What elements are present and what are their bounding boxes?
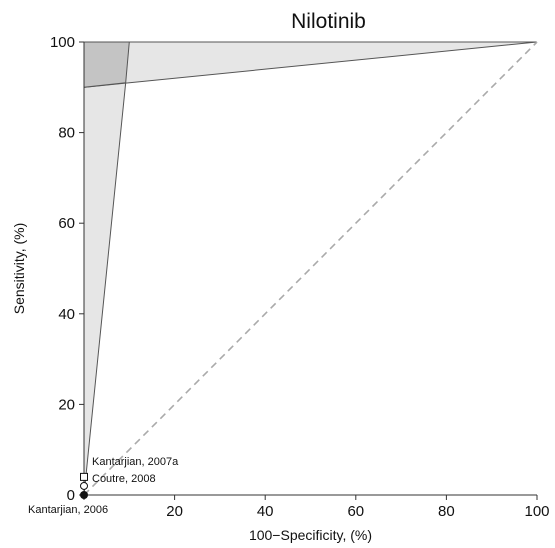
x-tick-label: 80: [438, 503, 455, 520]
filled-circle-marker: [80, 491, 88, 499]
y-tick-label: 40: [58, 306, 75, 323]
y-tick-label: 60: [58, 215, 75, 232]
light-region-top: [83, 41, 538, 88]
chance-diagonal-line: [83, 41, 538, 496]
x-axis-title: 100−Specificity, (%): [249, 527, 372, 543]
square-marker: [80, 472, 88, 481]
study-points: Kantarjian, 2007a Coutre, 2008 Kantarjian,…: [28, 456, 179, 516]
point-label: Kantarjian, 2007a: [92, 456, 179, 468]
x-axis-ticks: 20 40 60 80 100: [83, 495, 550, 520]
open-circle-marker: [80, 481, 88, 490]
x-tick-label: 40: [257, 503, 274, 520]
dark-overlap: [83, 41, 130, 88]
x-tick-label: 20: [166, 503, 183, 520]
chart-title: Nilotinib: [291, 10, 366, 33]
x-tick-label: 100: [524, 503, 549, 520]
y-tick-label: 20: [58, 396, 75, 413]
point-label: Coutre, 2008: [92, 473, 156, 485]
point-label: Kantarjian, 2006: [28, 504, 108, 516]
y-axis-title: Sensitivity, (%): [11, 223, 27, 315]
confidence-regions: [83, 41, 538, 496]
y-tick-label: 100: [50, 34, 75, 51]
y-axis-ticks: 0 20 40 60 80 100: [50, 34, 84, 504]
light-region-left: [83, 41, 130, 496]
y-tick-label: 80: [58, 125, 75, 142]
y-tick-label: 0: [67, 487, 75, 504]
x-tick-label: 60: [347, 503, 364, 520]
